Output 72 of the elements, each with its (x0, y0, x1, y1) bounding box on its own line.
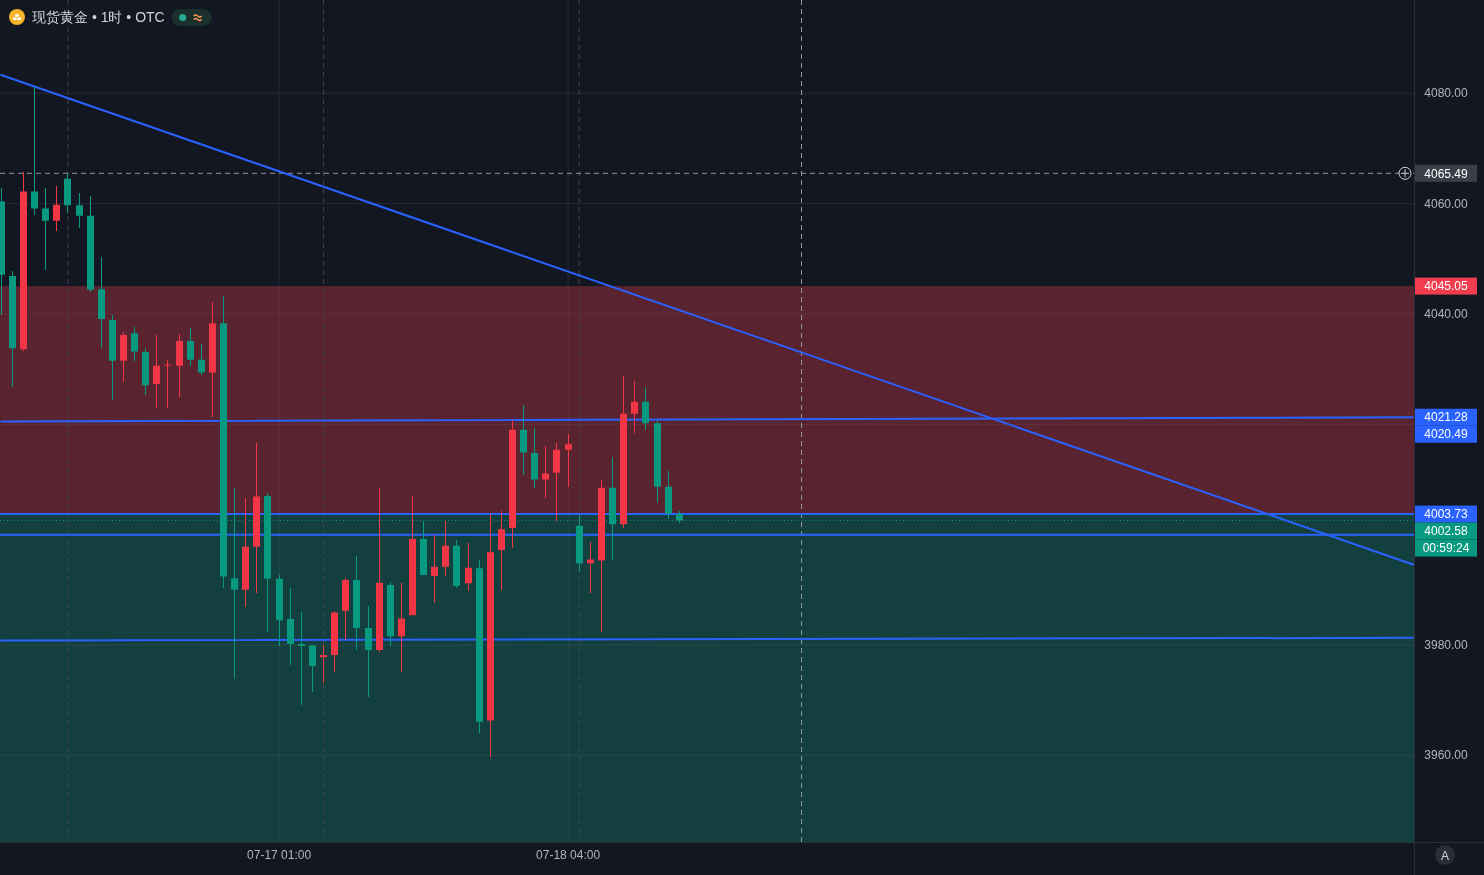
text: 现货黄金 • 1时 • OTC (32, 9, 165, 25)
ref-line-label: 4065.49 (1424, 166, 1469, 181)
y-tick-label: 4060.00 (1424, 196, 1469, 211)
candlestick (498, 511, 505, 590)
candlestick (342, 578, 349, 640)
candlestick (587, 542, 594, 593)
candlestick (187, 328, 194, 366)
candlestick (176, 334, 183, 397)
band-label: 4045.05 (1424, 279, 1469, 294)
candlestick (598, 480, 605, 632)
ref-line-label: 4003.73 (1424, 507, 1469, 522)
ref-line-label: 4002.58 (1424, 524, 1469, 539)
x-tick-label: 07-17 01:00 (247, 848, 312, 862)
candlestick (465, 543, 472, 591)
candlestick (431, 535, 438, 603)
candlestick (620, 376, 627, 528)
candlestick (242, 498, 249, 607)
candlestick (153, 335, 160, 408)
y-tick-label: 4040.00 (1424, 306, 1469, 321)
candlestick (164, 360, 171, 408)
candlestick (398, 583, 405, 672)
candlestick (309, 645, 316, 692)
candlestick (298, 612, 305, 705)
data-label: 4021.28 (1424, 410, 1469, 425)
candlestick (120, 332, 127, 382)
candlestick (387, 582, 394, 646)
candlestick (453, 540, 460, 588)
candlestick (20, 172, 27, 351)
candlestick (654, 420, 661, 503)
candlestick (553, 443, 560, 521)
candlestick (442, 521, 449, 576)
candlestick (87, 196, 94, 292)
candlestick (665, 471, 672, 519)
candlestick (376, 488, 383, 652)
candlestick (209, 302, 216, 417)
button: A (1435, 845, 1455, 865)
candlestick (42, 188, 49, 270)
candlestick (253, 443, 260, 593)
candlestick (542, 446, 549, 498)
candlestick (64, 174, 71, 213)
candlestick (520, 405, 527, 475)
candlestick (76, 193, 83, 228)
candlestick (142, 348, 149, 395)
candlestick (131, 327, 138, 361)
candlestick (331, 611, 338, 672)
text: 4020.49 (1424, 427, 1469, 442)
candlestick (476, 560, 483, 733)
candlestick (642, 387, 649, 430)
candlestick (531, 428, 538, 488)
candlestick (353, 556, 360, 650)
candlestick (509, 420, 516, 548)
candlestick (565, 434, 572, 487)
candlestick (409, 496, 416, 616)
candlestick (198, 344, 205, 375)
candlestick (420, 521, 427, 575)
candlestick (53, 186, 60, 231)
candlestick (0, 188, 5, 315)
candlestick (109, 315, 116, 400)
y-tick-label: 3960.00 (1424, 748, 1469, 763)
x-tick-label: 07-18 04:00 (536, 848, 601, 862)
candlestick (276, 575, 283, 646)
candlestick (98, 257, 105, 348)
y-tick-label: 3980.00 (1424, 638, 1469, 653)
candlestick (9, 271, 16, 387)
candlestick (365, 606, 372, 697)
text: 00:59:24 (1422, 541, 1470, 556)
y-tick-label: 4080.00 (1424, 86, 1469, 101)
candlestick (31, 87, 38, 215)
candlestick (320, 645, 327, 683)
candlestick (487, 514, 494, 757)
candlestick (631, 381, 638, 433)
candlestick (287, 588, 294, 665)
